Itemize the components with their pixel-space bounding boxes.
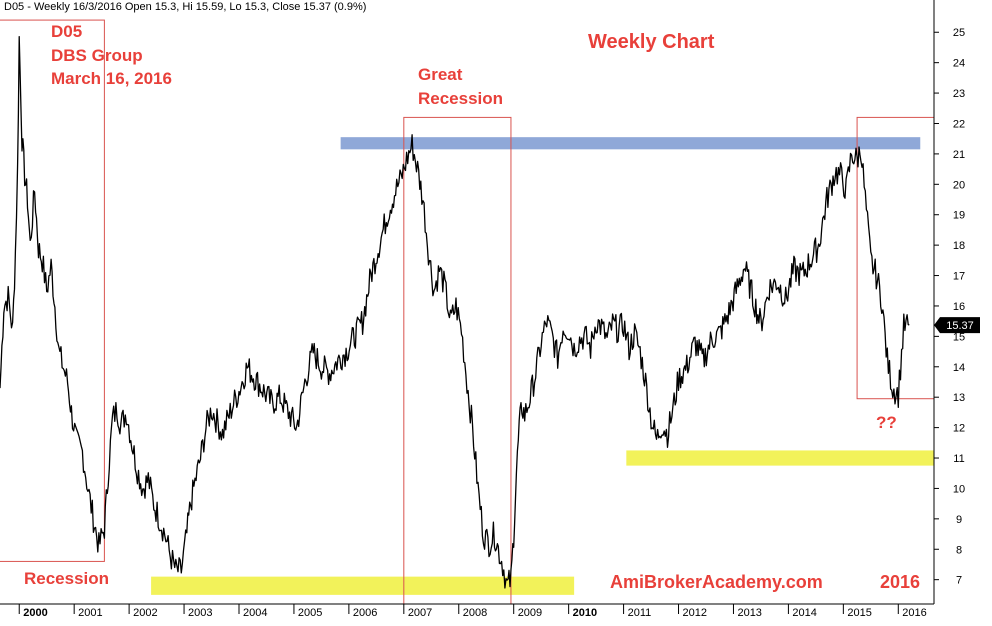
y-tick-label: 23 [953,88,965,100]
great-recession-line2: Recession [418,89,504,108]
y-tick-label: 14 [953,362,965,374]
brand-year-annotation: 2016 [880,572,921,592]
x-tick-label: 2010 [573,607,597,619]
y-tick-label: 24 [953,58,965,70]
x-tick-label: 2006 [353,607,377,619]
company-annotation: DBS Group [51,46,143,65]
date-annotation: March 16, 2016 [51,69,172,88]
y-tick-label: 18 [953,240,965,252]
last-price-label: 15.37 [946,320,974,332]
x-tick-label: 2016 [902,607,926,619]
chart-header: D05 - Weekly 16/3/2016 Open 15.3, Hi 15.… [4,1,367,13]
x-tick-label: 2009 [518,607,542,619]
y-tick-label: 9 [956,514,962,526]
recession-2001-box [0,19,105,562]
axes: 7 8 9 10 11 12 13 14 15 16 17 18 19 20 21 22 23 24 25 2000 2… [0,0,980,619]
support-band-2003 [151,576,575,595]
resistance-band [340,137,921,150]
x-tick-label: 2015 [847,607,871,619]
question-annotation: ?? [876,413,897,432]
x-tick-label: 2000 [23,607,47,619]
y-tick-label: 15 [953,331,965,343]
y-tick-label: 20 [953,179,965,191]
y-tick-label: 16 [953,301,965,313]
x-tick-label: 2012 [683,607,707,619]
chart-kind-annotation: Weekly Chart [588,31,715,53]
price-line [0,36,910,589]
recession-annotation: Recession [24,569,110,588]
y-tick-label: 10 [953,483,965,495]
support-band-2011 [626,450,934,466]
y-tick-label: 7 [956,575,962,587]
x-tick-label: 2013 [737,607,761,619]
x-tick-label: 2004 [243,607,267,619]
last-price-badge [934,317,980,334]
x-tick-label: 2001 [78,607,102,619]
x-tick-label: 2003 [188,607,212,619]
y-tick-label: 17 [953,271,965,283]
y-tick-label: 19 [953,210,965,222]
y-tick-label: 13 [953,392,965,404]
y-tick-label: 8 [956,544,962,556]
x-tick-label: 2014 [792,607,816,619]
y-tick-label: 25 [953,27,965,39]
price-series [0,36,910,589]
y-tick-label: 22 [953,118,965,130]
ticker-annotation: D05 [51,22,83,41]
y-tick-label: 12 [953,423,965,435]
x-tick-label: 2008 [463,607,487,619]
y-tick-label: 11 [953,453,964,465]
support-resistance-layer [151,137,934,595]
x-tick-label: 2005 [298,607,322,619]
x-tick-label: 2011 [628,607,652,619]
x-tick-label: 2007 [408,607,432,619]
y-tick-label: 21 [953,149,965,161]
great-recession-line1: Great [418,65,463,84]
x-tick-label: 2002 [133,607,157,619]
brand-annotation: AmiBrokerAcademy.com [610,572,823,592]
